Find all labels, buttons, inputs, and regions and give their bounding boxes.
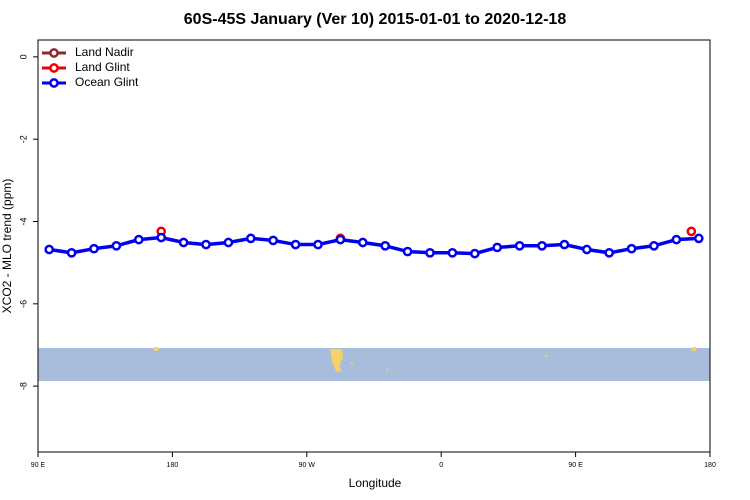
data-point (559, 239, 570, 250)
data-point (469, 248, 480, 259)
data-point (313, 239, 323, 250)
data-point (604, 247, 615, 258)
legend-marker (49, 78, 59, 88)
data-point (686, 226, 697, 237)
map-strip (38, 347, 710, 381)
data-point (223, 237, 234, 248)
data-point (156, 232, 167, 243)
ocean-band (38, 348, 710, 381)
data-point (66, 247, 77, 258)
data-point (425, 247, 435, 258)
legend-label: Land Nadir (75, 45, 134, 59)
data-point (693, 233, 704, 244)
data-point (514, 240, 525, 251)
data-point (380, 240, 391, 251)
y-tick-label: -4 (18, 218, 28, 226)
data-point (671, 234, 682, 245)
legend-marker (49, 48, 59, 58)
land (330, 349, 343, 372)
data-point (626, 243, 637, 254)
data-point (335, 234, 346, 245)
x-tick-label: 0 (439, 462, 443, 469)
data-point (290, 239, 301, 250)
data-point (178, 237, 189, 248)
x-tick-label: 180 (704, 462, 716, 469)
data-point (357, 237, 368, 248)
chart-title: 60S-45S January (Ver 10) 2015-01-01 to 2… (184, 11, 567, 28)
legend-label: Ocean Glint (75, 75, 139, 89)
data-point (402, 246, 413, 257)
y-axis-label: XCO2 - MLO trend (ppm) (0, 179, 14, 314)
legend-marker (49, 63, 59, 73)
x-tick-label: 90 E (568, 462, 583, 469)
data-point (133, 234, 144, 245)
data-point (649, 240, 659, 251)
data-point (447, 247, 458, 258)
land (153, 347, 159, 351)
legend-label: Land Glint (75, 60, 130, 74)
y-tick-label: -2 (18, 135, 28, 143)
x-tick-label: 180 (167, 462, 179, 469)
plot-frame (37, 39, 711, 453)
data-point (89, 243, 99, 254)
y-tick-label: -8 (18, 382, 28, 390)
data-point (245, 233, 256, 244)
data-point (581, 244, 592, 255)
data-point (268, 235, 279, 246)
land (544, 354, 548, 358)
data-point (492, 242, 503, 253)
data-point (111, 240, 122, 251)
x-axis-label: Longitude (349, 476, 402, 490)
data-point (201, 239, 211, 250)
land (350, 361, 354, 365)
data-point (537, 240, 547, 251)
land (386, 369, 388, 371)
data-point (44, 244, 55, 255)
x-tick-label: 90 E (31, 462, 46, 469)
y-tick-label: -6 (18, 300, 28, 308)
land (691, 347, 697, 351)
y-tick-label: 0 (18, 54, 28, 59)
x-tick-label: 90 W (299, 462, 316, 469)
